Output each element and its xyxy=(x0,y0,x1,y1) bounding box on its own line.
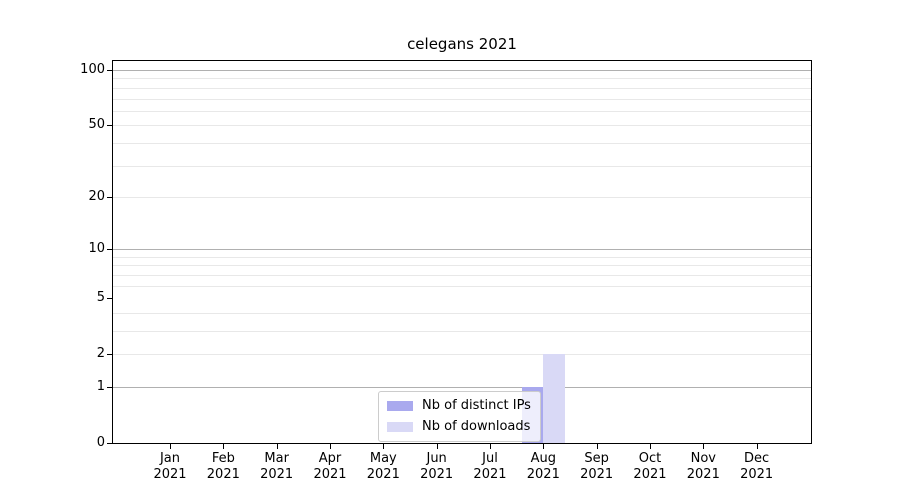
x-tick-month: Jun xyxy=(426,451,447,466)
legend-swatch-icon xyxy=(387,422,413,432)
x-tick-label: Apr 2021 xyxy=(298,451,362,483)
x-tick-year: 2021 xyxy=(420,467,454,482)
y-tick-label: 1 xyxy=(96,378,105,394)
chart-title: celegans 2021 xyxy=(407,35,517,53)
y-tick xyxy=(107,197,112,198)
x-tick xyxy=(223,444,224,449)
x-tick-month: Jan xyxy=(159,451,181,466)
x-tick-year: 2021 xyxy=(366,467,400,482)
plot-area xyxy=(112,60,812,444)
x-tick-year: 2021 xyxy=(153,467,187,482)
x-tick-label: Aug 2021 xyxy=(511,451,575,483)
minor-gridline xyxy=(113,354,811,356)
x-tick-label: Jan 2021 xyxy=(138,451,202,483)
x-tick-month: Jul xyxy=(482,451,498,466)
y-tick xyxy=(107,249,112,250)
x-tick-month: Aug xyxy=(530,451,556,466)
x-tick xyxy=(277,444,278,449)
minor-gridline xyxy=(113,125,811,127)
x-tick-year: 2021 xyxy=(260,467,294,482)
x-tick-label: Dec 2021 xyxy=(725,451,789,483)
x-tick-month: Nov xyxy=(690,451,716,466)
x-tick-label: Sep 2021 xyxy=(565,451,629,483)
x-tick-label: Nov 2021 xyxy=(671,451,735,483)
x-tick-label: Jun 2021 xyxy=(405,451,469,483)
x-tick-year: 2021 xyxy=(633,467,667,482)
minor-gridline xyxy=(113,142,811,144)
y-tick-label: 100 xyxy=(80,62,105,78)
major-gridline xyxy=(113,386,811,388)
x-tick-year: 2021 xyxy=(526,467,560,482)
x-tick-month: Dec xyxy=(744,451,770,466)
minor-gridline xyxy=(113,165,811,167)
x-tick xyxy=(543,444,544,449)
x-tick-label: Feb 2021 xyxy=(191,451,255,483)
x-tick xyxy=(597,444,598,449)
legend-swatch-icon xyxy=(387,401,413,411)
x-tick-month: Mar xyxy=(264,451,289,466)
minor-gridline xyxy=(113,256,811,258)
x-tick xyxy=(437,444,438,449)
y-tick-label: 0 xyxy=(96,435,105,450)
x-tick xyxy=(330,444,331,449)
minor-gridline xyxy=(113,330,811,332)
x-tick-month: Feb xyxy=(211,451,235,466)
x-tick-year: 2021 xyxy=(206,467,240,482)
y-tick xyxy=(107,387,112,388)
y-tick xyxy=(107,70,112,71)
y-tick-label: 5 xyxy=(96,290,105,306)
x-tick-year: 2021 xyxy=(686,467,720,482)
x-tick-year: 2021 xyxy=(473,467,507,482)
minor-gridline xyxy=(113,110,811,112)
x-tick xyxy=(703,444,704,449)
x-tick xyxy=(650,444,651,449)
x-tick xyxy=(757,444,758,449)
legend-label: Nb of distinct IPs xyxy=(422,398,531,413)
minor-gridline xyxy=(113,265,811,267)
x-tick-label: Oct 2021 xyxy=(618,451,682,483)
y-tick xyxy=(107,354,112,355)
x-tick-label: Jul 2021 xyxy=(458,451,522,483)
bar-nb-of-downloads-aug xyxy=(543,354,565,443)
minor-gridline xyxy=(113,78,811,80)
x-tick xyxy=(170,444,171,449)
minor-gridline xyxy=(113,274,811,276)
legend-row: Nb of distinct IPs xyxy=(387,397,531,415)
x-tick-label: May 2021 xyxy=(351,451,415,483)
x-tick xyxy=(490,444,491,449)
y-tick xyxy=(107,125,112,126)
x-tick-label: Mar 2021 xyxy=(245,451,309,483)
minor-gridline xyxy=(113,87,811,89)
y-tick-label: 2 xyxy=(96,346,105,362)
x-tick xyxy=(383,444,384,449)
y-tick-label: 10 xyxy=(88,241,105,257)
minor-gridline xyxy=(113,312,811,314)
major-gridline xyxy=(113,70,811,72)
major-gridline xyxy=(113,249,811,251)
x-tick-month: Apr xyxy=(318,451,342,466)
minor-gridline xyxy=(113,285,811,287)
legend: Nb of distinct IPs Nb of downloads xyxy=(378,391,541,442)
x-tick-month: Sep xyxy=(584,451,609,466)
minor-gridline xyxy=(113,196,811,198)
y-tick-label: 50 xyxy=(88,117,105,133)
y-tick-label: 20 xyxy=(88,188,105,204)
x-tick-year: 2021 xyxy=(580,467,614,482)
y-tick xyxy=(107,298,112,299)
x-tick-month: Oct xyxy=(638,451,662,466)
x-tick-year: 2021 xyxy=(313,467,347,482)
legend-label: Nb of downloads xyxy=(422,419,531,434)
y-tick xyxy=(107,443,112,444)
x-tick-year: 2021 xyxy=(740,467,774,482)
legend-row: Nb of downloads xyxy=(387,418,531,436)
minor-gridline xyxy=(113,98,811,100)
x-tick-month: May xyxy=(369,451,397,466)
